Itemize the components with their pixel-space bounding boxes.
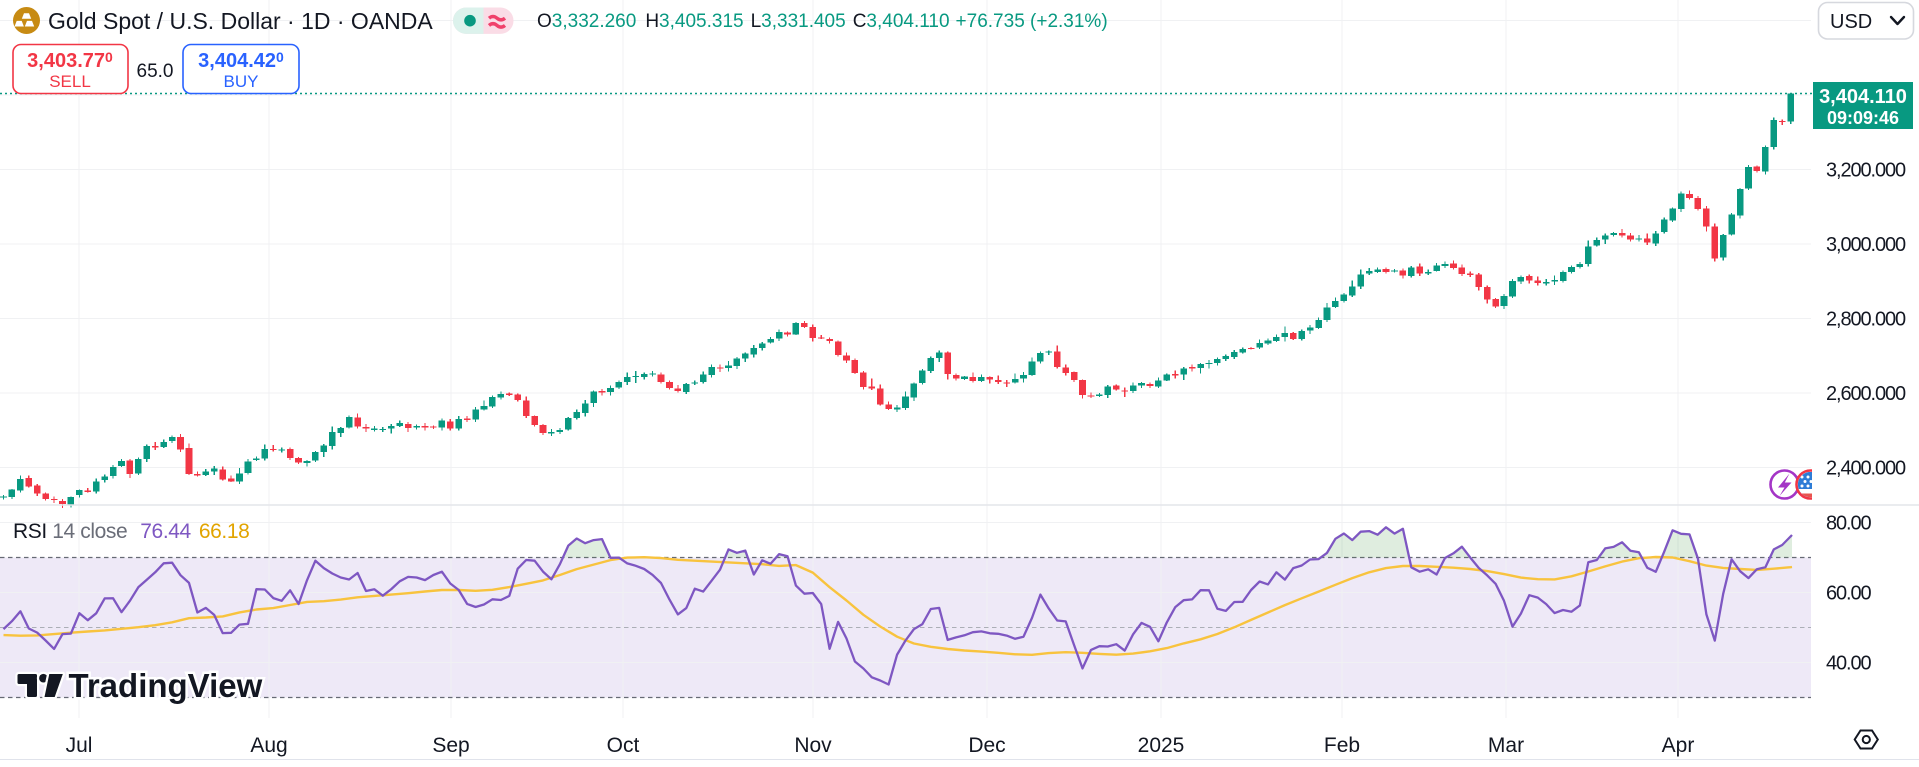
svg-text:Aug: Aug [250,734,287,757]
svg-text:Sep: Sep [432,734,469,757]
svg-text:40.00: 40.00 [1826,653,1872,675]
svg-text:2025: 2025 [1138,734,1185,757]
svg-text:Feb: Feb [1324,734,1360,757]
svg-text:3,403.770: 3,403.770 [27,49,113,72]
svg-text:65.0: 65.0 [137,61,174,82]
svg-text:Dec: Dec [968,734,1005,757]
svg-text:Gold Spot / U.S. Dollar · 1D ·: Gold Spot / U.S. Dollar · 1D · OANDA [48,8,433,34]
svg-text:60.00: 60.00 [1826,583,1872,605]
svg-text:USD: USD [1830,11,1872,33]
svg-text:BUY: BUY [224,72,259,91]
svg-text:Mar: Mar [1488,734,1524,757]
svg-text:2,400.000: 2,400.000 [1826,458,1906,480]
svg-text:09:09:46: 09:09:46 [1827,108,1899,128]
svg-text:Oct: Oct [607,734,640,757]
svg-text:3,000.000: 3,000.000 [1826,234,1906,256]
svg-text:SELL: SELL [49,72,91,91]
svg-text:2,600.000: 2,600.000 [1826,383,1906,405]
svg-text:3,404.110: 3,404.110 [1819,86,1907,108]
svg-text:80.00: 80.00 [1826,513,1872,535]
svg-text:Nov: Nov [794,734,832,757]
svg-text:Jul: Jul [66,734,93,757]
svg-text:2,800.000: 2,800.000 [1826,309,1906,331]
svg-text:3,404.420: 3,404.420 [198,49,284,72]
svg-text:TradingView: TradingView [69,667,263,704]
svg-text:3,200.000: 3,200.000 [1826,160,1906,182]
svg-text:Apr: Apr [1662,734,1695,757]
